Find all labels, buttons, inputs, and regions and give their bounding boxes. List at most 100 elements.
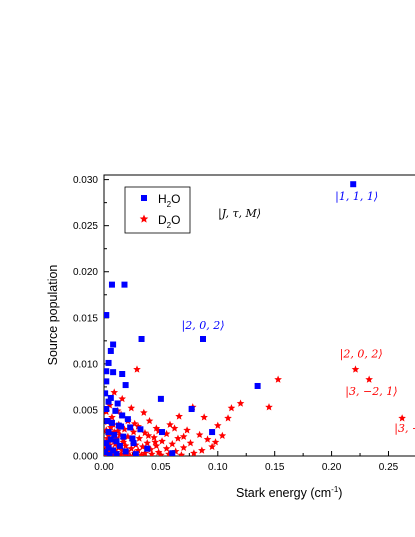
data-point-d2o bbox=[179, 443, 188, 451]
data-point-h2o bbox=[104, 417, 111, 424]
data-point-d2o bbox=[183, 426, 191, 434]
data-point-h2o bbox=[112, 407, 119, 414]
data-point-h2o bbox=[157, 395, 164, 402]
data-point-h2o bbox=[104, 390, 109, 397]
data-point-d2o bbox=[141, 449, 149, 456]
data-point-h2o bbox=[116, 442, 123, 449]
data-points bbox=[104, 181, 406, 456]
state-label: |2, 0, 2⟩ bbox=[182, 319, 225, 333]
data-point-h2o bbox=[144, 445, 151, 452]
x-tick-label: 0.10 bbox=[208, 462, 228, 473]
data-point-h2o bbox=[132, 451, 139, 456]
data-point-h2o bbox=[254, 382, 261, 389]
data-point-h2o bbox=[130, 440, 137, 447]
data-point-d2o bbox=[177, 451, 186, 456]
y-tick-label: 0.015 bbox=[73, 313, 98, 324]
x-tick-label: 0.00 bbox=[94, 462, 114, 473]
x-tick-label: 0.20 bbox=[322, 462, 342, 473]
data-point-d2o bbox=[200, 413, 208, 421]
data-point-d2o bbox=[151, 438, 160, 446]
data-point-d2o bbox=[175, 412, 183, 420]
data-point-d2o bbox=[179, 432, 188, 440]
data-point-h2o bbox=[350, 181, 357, 188]
data-point-h2o bbox=[107, 394, 114, 401]
x-axis-label: Stark energy (cm-1) bbox=[236, 485, 342, 500]
data-point-d2o bbox=[166, 420, 174, 428]
data-point-d2o bbox=[174, 434, 182, 442]
data-point-d2o bbox=[168, 440, 177, 448]
data-point-d2o bbox=[162, 429, 171, 438]
data-point-d2o bbox=[110, 388, 119, 396]
y-tick-label: 0.000 bbox=[73, 452, 98, 463]
data-point-d2o bbox=[162, 444, 171, 452]
data-point-d2o bbox=[121, 441, 130, 450]
legend-label-h2o: H2O bbox=[158, 192, 180, 209]
state-label: |1, 1, 1⟩ bbox=[335, 190, 378, 204]
legend-box bbox=[124, 186, 191, 234]
data-point-h2o bbox=[105, 444, 112, 451]
data-point-h2o bbox=[104, 406, 110, 413]
data-point-d2o bbox=[211, 438, 220, 446]
data-point-d2o bbox=[218, 431, 227, 439]
data-point-d2o bbox=[236, 399, 245, 407]
data-point-h2o bbox=[107, 436, 114, 443]
data-point-d2o bbox=[224, 414, 232, 422]
data-point-d2o bbox=[227, 404, 236, 412]
x-tick-label: 0.25 bbox=[379, 462, 399, 473]
data-point-d2o bbox=[158, 437, 166, 445]
x-tick-label: 0.05 bbox=[151, 462, 171, 473]
data-point-h2o bbox=[188, 406, 195, 413]
legend: H2O D2O bbox=[124, 186, 191, 234]
state-annotations: |1, 1, 1⟩ |2, 0, 2⟩ |2, 0, 2⟩ |3, −2, 1⟩ |3,… bbox=[182, 190, 415, 436]
axis-ticks: 0.00 0.05 0.10 0.15 0.20 0.25 0.000 0.005 0.010 0… bbox=[73, 175, 399, 473]
data-point-h2o bbox=[110, 447, 117, 454]
data-point-d2o bbox=[170, 424, 179, 432]
data-point-h2o bbox=[159, 429, 166, 436]
data-point-d2o bbox=[157, 451, 165, 456]
data-point-h2o bbox=[127, 424, 134, 431]
data-point-d2o bbox=[107, 423, 115, 431]
data-point-d2o bbox=[208, 442, 216, 451]
y-tick-label: 0.030 bbox=[73, 175, 98, 186]
data-point-d2o bbox=[120, 425, 129, 433]
data-point-d2o bbox=[147, 450, 156, 456]
data-point-h2o bbox=[105, 359, 112, 366]
data-point-h2o bbox=[108, 419, 115, 426]
data-point-d2o bbox=[190, 449, 198, 456]
data-point-d2o bbox=[118, 394, 127, 403]
data-point-h2o bbox=[104, 368, 110, 375]
data-point-h2o bbox=[122, 448, 129, 455]
data-point-d2o bbox=[127, 404, 136, 412]
data-point-d2o bbox=[133, 365, 141, 373]
data-point-d2o bbox=[135, 434, 144, 442]
state-label: |3, −2, 0⟩ bbox=[394, 422, 415, 436]
data-point-d2o bbox=[274, 375, 282, 383]
data-point-h2o bbox=[119, 412, 126, 419]
data-point-d2o bbox=[195, 430, 204, 439]
data-point-h2o bbox=[169, 450, 176, 456]
data-point-h2o bbox=[106, 452, 113, 456]
data-point-h2o bbox=[113, 451, 120, 456]
x-tick-label: 0.15 bbox=[265, 462, 285, 473]
data-point-d2o bbox=[144, 431, 153, 439]
data-point-d2o bbox=[152, 441, 161, 450]
data-point-h2o bbox=[120, 433, 127, 440]
data-point-d2o bbox=[351, 365, 360, 373]
data-point-h2o bbox=[110, 369, 117, 376]
data-point-h2o bbox=[104, 440, 110, 447]
legend-marker-h2o bbox=[141, 195, 147, 201]
data-point-h2o bbox=[124, 416, 131, 423]
data-point-d2o bbox=[213, 421, 222, 429]
data-point-d2o bbox=[186, 439, 195, 447]
data-point-d2o bbox=[143, 439, 152, 447]
data-point-h2o bbox=[104, 449, 109, 456]
data-point-d2o bbox=[104, 434, 112, 442]
data-point-h2o bbox=[119, 371, 126, 378]
data-point-d2o bbox=[145, 416, 154, 425]
data-point-h2o bbox=[122, 382, 129, 389]
data-point-d2o bbox=[398, 414, 406, 422]
data-point-h2o bbox=[110, 341, 117, 348]
data-point-d2o bbox=[137, 451, 146, 456]
data-point-h2o bbox=[209, 429, 216, 436]
